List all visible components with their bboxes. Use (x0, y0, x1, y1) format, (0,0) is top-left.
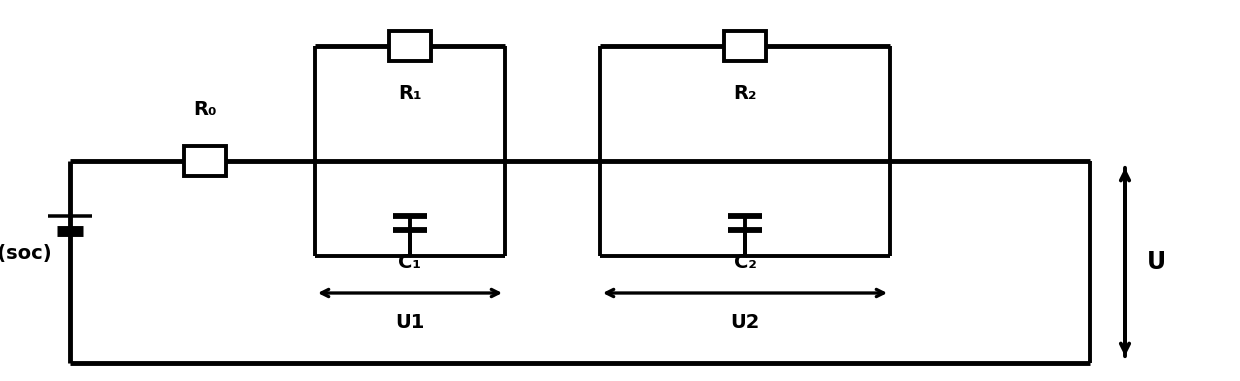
Text: C₁: C₁ (398, 253, 422, 272)
Text: U: U (1147, 250, 1166, 274)
Text: U2: U2 (730, 313, 760, 332)
Text: U1: U1 (396, 313, 424, 332)
Bar (389, 31, 432, 61)
Text: R₂: R₂ (733, 84, 756, 103)
Bar (184, 146, 226, 176)
Text: R₁: R₁ (398, 84, 422, 103)
Text: C₂: C₂ (734, 253, 756, 272)
Bar (724, 31, 766, 61)
Text: R₀: R₀ (193, 100, 217, 119)
Text: E(soc): E(soc) (0, 245, 52, 264)
